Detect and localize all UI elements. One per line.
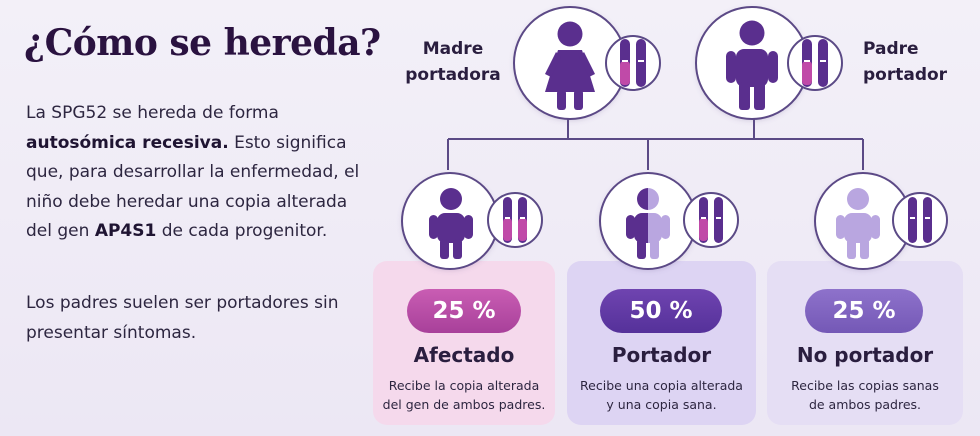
intro-text-3: de cada progenitor. bbox=[156, 221, 328, 241]
chromosome-pair-icon bbox=[892, 192, 948, 248]
chromosome-pair-icon bbox=[605, 35, 661, 91]
chromosome-pair-icon bbox=[487, 192, 543, 248]
child-figure-icon bbox=[429, 188, 473, 259]
page-title: ¿Cómo se hereda? bbox=[24, 22, 381, 64]
outcome-description-noncarrier: Recibe las copias sanas de ambos padres. bbox=[767, 376, 963, 414]
outcome-card-affected bbox=[373, 261, 555, 425]
outcome-description-affected: Recibe la copia alterada del gen de ambos… bbox=[373, 376, 555, 414]
percent-badge-affected: 25 % bbox=[407, 289, 521, 333]
pedigree-connectors bbox=[447, 119, 864, 170]
child-noncarrier-node bbox=[814, 172, 948, 270]
chromosome-pair-icon bbox=[683, 192, 739, 248]
outcome-title-affected: Afectado bbox=[413, 343, 515, 367]
female-figure-icon bbox=[545, 21, 595, 110]
mother-node bbox=[513, 6, 661, 120]
father-label: Padre portador bbox=[863, 36, 947, 88]
intro-paragraph: La SPG52 se hereda de forma autosómica r… bbox=[26, 99, 366, 247]
parents-note: Los padres suelen ser portadores sin pre… bbox=[26, 293, 339, 343]
intro-text-1: La SPG52 se hereda de forma bbox=[26, 103, 279, 123]
chromosome-pair-icon bbox=[787, 35, 843, 91]
desc-line: Recibe las copias sanas bbox=[791, 378, 939, 393]
half-shaded-child-figure-icon bbox=[626, 188, 670, 259]
child-figure-icon bbox=[836, 188, 880, 259]
percent-badge-noncarrier: 25 % bbox=[805, 289, 923, 333]
father-label-line1: Padre bbox=[863, 39, 919, 59]
desc-line: de ambos padres. bbox=[808, 397, 922, 412]
child-affected-node bbox=[401, 172, 543, 270]
desc-line: Recibe una copia alterada bbox=[580, 378, 743, 393]
intro-text-2: Esto significa que, para desarrollar la … bbox=[26, 132, 360, 242]
mother-label-line1: Madre bbox=[422, 39, 484, 59]
outcome-card-carrier bbox=[567, 261, 756, 425]
father-node bbox=[695, 6, 843, 120]
outcome-title-carrier: Portador bbox=[611, 343, 712, 367]
desc-line: del gen de ambos padres. bbox=[382, 397, 546, 412]
father-label-line2: portador bbox=[863, 65, 948, 85]
male-figure-icon bbox=[726, 20, 778, 110]
desc-line: Recibe la copia alterada bbox=[388, 378, 540, 393]
child-carrier-node bbox=[599, 172, 739, 270]
intro-bold-inheritance: autosómica recesiva. bbox=[26, 132, 229, 153]
percent-badge-carrier: 50 % bbox=[600, 289, 722, 333]
outcome-card-noncarrier bbox=[767, 261, 963, 425]
outcome-title-noncarrier: No portador bbox=[796, 343, 934, 367]
desc-line: y una copia sana. bbox=[606, 397, 717, 412]
outcome-description-carrier: Recibe una copia alterada y una copia san… bbox=[567, 376, 756, 414]
mother-label: Madre portadora bbox=[405, 36, 501, 88]
intro-bold-gene: AP4S1 bbox=[94, 221, 157, 241]
mother-label-line2: portadora bbox=[405, 65, 501, 85]
